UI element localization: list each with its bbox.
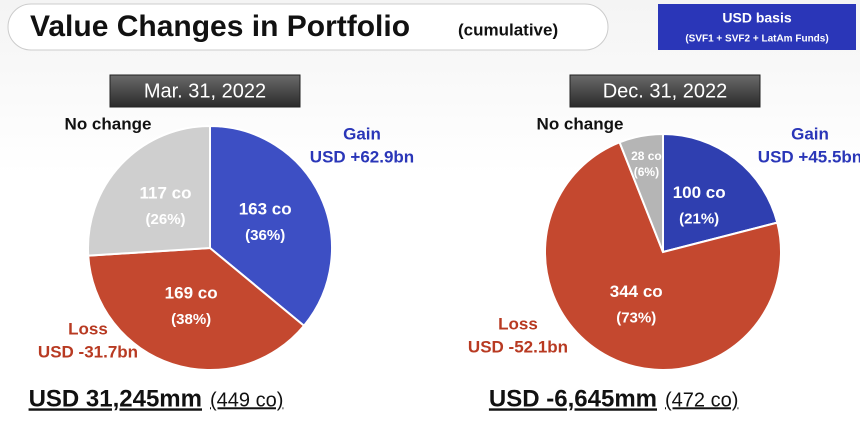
pie-slice [618, 132, 664, 253]
date-label: Dec. 31, 2022 [603, 80, 728, 102]
badge-note: (SVF1 + SVF2 + LatAm Funds) [685, 34, 828, 45]
badge-title: USD basis [722, 10, 791, 26]
slice-count: 163 co [239, 200, 292, 219]
slice-percent: (73%) [616, 310, 656, 327]
title-pill [7, 3, 609, 51]
slice-percent: (21%) [679, 210, 719, 227]
slice-percent: (6%) [634, 165, 659, 179]
pie-slice [87, 124, 211, 257]
slice-percent: (26%) [146, 211, 186, 228]
slice-count: 28 co [631, 149, 662, 163]
slice-percent: (36%) [245, 227, 285, 244]
company-count: (472 co) [665, 389, 738, 411]
pie-slice [209, 124, 333, 328]
amount-label: USD -52.1bn [468, 337, 568, 356]
badge [658, 4, 856, 50]
category-label: No change [537, 114, 624, 133]
date-box [109, 74, 301, 108]
subtitle: (cumulative) [458, 20, 558, 39]
pie-slice [662, 132, 779, 254]
slice-count: 169 co [165, 283, 218, 302]
pie-slice [544, 140, 782, 371]
slice-percent: (38%) [171, 311, 211, 328]
slice-count: 344 co [610, 282, 663, 301]
slice-count: 117 co [140, 184, 192, 203]
total: USD 31,245mm [29, 385, 202, 412]
slice-count: 100 co [673, 183, 726, 202]
date-box [569, 74, 761, 108]
amount-label: USD +45.5bn [758, 147, 860, 166]
category-label: Gain [791, 124, 829, 143]
pie-slice [87, 246, 306, 371]
category-label: Gain [343, 124, 381, 143]
category-label: Loss [68, 319, 108, 338]
amount-label: USD -31.7bn [38, 342, 138, 361]
date-label: Mar. 31, 2022 [144, 80, 266, 102]
amount-label: USD +62.9bn [310, 147, 414, 166]
category-label: Loss [498, 314, 538, 333]
total: USD -6,645mm [489, 385, 657, 412]
title: Value Changes in Portfolio [30, 10, 410, 43]
company-count: (449 co) [210, 389, 283, 411]
category-label: No change [65, 114, 152, 133]
